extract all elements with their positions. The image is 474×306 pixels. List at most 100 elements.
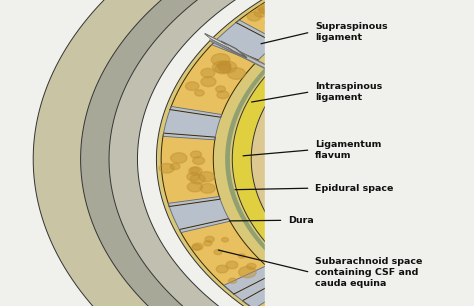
Polygon shape (161, 133, 220, 207)
Circle shape (293, 299, 312, 306)
Circle shape (335, 166, 347, 174)
Circle shape (362, 120, 373, 126)
Circle shape (280, 305, 290, 306)
Circle shape (268, 22, 279, 28)
Circle shape (228, 68, 246, 79)
Circle shape (265, 20, 275, 26)
Polygon shape (205, 34, 235, 51)
Circle shape (380, 89, 390, 95)
Circle shape (214, 249, 222, 255)
Circle shape (201, 68, 215, 77)
Polygon shape (334, 101, 385, 139)
Polygon shape (170, 42, 258, 117)
Circle shape (187, 182, 202, 192)
Circle shape (170, 163, 180, 170)
Circle shape (347, 125, 352, 129)
Polygon shape (361, 209, 401, 234)
Polygon shape (330, 133, 369, 150)
Circle shape (406, 238, 419, 247)
Polygon shape (205, 34, 235, 51)
Polygon shape (221, 41, 247, 58)
Text: Dura: Dura (288, 216, 314, 225)
Polygon shape (327, 56, 448, 252)
Circle shape (191, 151, 201, 158)
Circle shape (401, 76, 416, 85)
Circle shape (376, 229, 386, 236)
Polygon shape (109, 0, 367, 306)
Circle shape (200, 184, 215, 193)
Circle shape (334, 155, 339, 159)
Circle shape (366, 211, 372, 215)
Circle shape (204, 241, 212, 246)
Polygon shape (221, 41, 247, 58)
Text: Supraspinous
ligament: Supraspinous ligament (315, 22, 388, 42)
Circle shape (314, 6, 326, 13)
Circle shape (374, 203, 383, 209)
Circle shape (299, 302, 307, 306)
Circle shape (403, 240, 416, 248)
Polygon shape (368, 67, 427, 105)
Polygon shape (339, 188, 393, 226)
Circle shape (238, 254, 245, 258)
Circle shape (390, 82, 396, 86)
Polygon shape (265, 0, 474, 306)
Polygon shape (355, 90, 396, 114)
Circle shape (392, 224, 400, 230)
Circle shape (402, 221, 415, 229)
Polygon shape (224, 266, 292, 306)
Circle shape (247, 263, 256, 269)
Circle shape (219, 61, 237, 73)
Circle shape (190, 174, 205, 184)
Polygon shape (163, 106, 222, 140)
Polygon shape (393, 96, 474, 216)
Circle shape (187, 173, 200, 181)
Circle shape (397, 94, 402, 97)
Circle shape (290, 0, 302, 2)
Circle shape (345, 125, 352, 129)
Circle shape (254, 9, 267, 17)
Circle shape (218, 61, 231, 70)
Polygon shape (299, 39, 431, 267)
Circle shape (228, 278, 237, 283)
Text: Epidural space: Epidural space (315, 184, 393, 193)
Polygon shape (225, 0, 401, 306)
Circle shape (216, 265, 228, 273)
Circle shape (212, 61, 231, 73)
Polygon shape (360, 76, 460, 234)
Circle shape (211, 54, 230, 66)
Circle shape (199, 172, 214, 182)
Polygon shape (212, 20, 279, 62)
Circle shape (238, 267, 256, 278)
Circle shape (205, 236, 214, 242)
Circle shape (192, 243, 203, 250)
Circle shape (327, 152, 342, 162)
Circle shape (192, 244, 201, 250)
Circle shape (349, 164, 361, 172)
Circle shape (201, 77, 216, 87)
Text: Intraspinous
ligament: Intraspinous ligament (315, 82, 383, 102)
Polygon shape (236, 0, 349, 44)
Circle shape (259, 6, 271, 14)
Circle shape (292, 298, 306, 306)
Circle shape (222, 237, 228, 242)
Circle shape (356, 162, 367, 169)
Circle shape (345, 115, 350, 118)
Circle shape (217, 91, 229, 99)
Circle shape (185, 82, 199, 91)
Circle shape (215, 64, 231, 74)
Circle shape (397, 88, 405, 93)
Circle shape (226, 261, 238, 269)
Circle shape (247, 12, 261, 21)
Circle shape (295, 11, 306, 19)
Circle shape (402, 227, 410, 232)
Circle shape (365, 205, 376, 213)
Circle shape (171, 153, 187, 163)
Circle shape (334, 168, 339, 171)
Polygon shape (156, 0, 401, 306)
Circle shape (295, 0, 311, 8)
Circle shape (195, 90, 204, 96)
Polygon shape (33, 0, 346, 306)
Circle shape (363, 116, 373, 122)
Circle shape (258, 4, 272, 13)
Text: Subarachnoid space
containing CSF and
cauda equina: Subarachnoid space containing CSF and ca… (315, 257, 423, 288)
